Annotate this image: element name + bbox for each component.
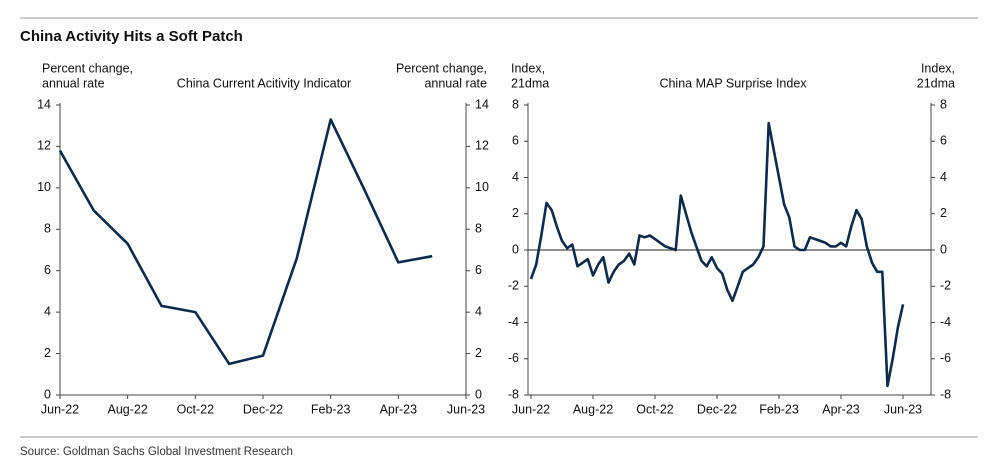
x-tick-label: Oct-22 (636, 402, 674, 416)
chart-title: China Current Acitivity Indicator (177, 76, 351, 90)
y-tick-label: 2 (44, 346, 51, 360)
x-tick-label: Jun-22 (41, 402, 79, 416)
y-tick-label: 8 (44, 222, 51, 236)
y-tick-label: 8 (512, 97, 519, 111)
y-tick-label: 4 (44, 304, 51, 318)
y2-axis-label: Index, (921, 61, 955, 75)
y-tick-label: 6 (44, 263, 51, 277)
y-tick-label: 14 (37, 97, 51, 111)
x-tick-label: Jun-23 (884, 402, 922, 416)
y2-tick-label: 12 (475, 139, 489, 153)
x-tick-label: Aug-22 (573, 402, 613, 416)
x-tick-label: Feb-23 (759, 402, 799, 416)
x-tick-label: Dec-22 (697, 402, 737, 416)
y2-tick-label: 2 (475, 346, 482, 360)
y2-axis-label: 21dma (917, 76, 955, 90)
y-tick-label: 0 (44, 387, 51, 401)
source: Source: Goldman Sachs Global Investment … (20, 446, 293, 458)
y2-tick-label: 2 (940, 206, 947, 220)
x-tick-label: Jun-23 (447, 402, 485, 416)
x-tick-label: Aug-22 (108, 402, 148, 416)
y2-tick-label: 6 (940, 134, 947, 148)
y-axis-label: Index, (511, 61, 545, 75)
y2-axis-label: annual rate (424, 76, 487, 90)
data-line (58, 118, 433, 366)
y2-tick-label: 4 (940, 170, 947, 184)
y-tick-label: 4 (512, 170, 519, 184)
x-tick-label: Apr-23 (822, 402, 860, 416)
y2-tick-label: -2 (940, 279, 951, 293)
y2-tick-label: 6 (475, 263, 482, 277)
y2-tick-label: 14 (475, 97, 489, 111)
y2-tick-label: 4 (475, 304, 482, 318)
x-tick-label: Jun-22 (512, 402, 550, 416)
y-tick-label: -8 (508, 387, 519, 401)
y2-tick-label: -4 (940, 315, 951, 329)
y2-tick-label: -8 (940, 387, 951, 401)
data-line (529, 121, 905, 388)
x-tick-label: Oct-22 (177, 402, 215, 416)
y-tick-label: -6 (508, 351, 519, 365)
y-tick-label: 0 (512, 242, 519, 256)
y-axis-label: annual rate (42, 76, 105, 90)
y-tick-label: -2 (508, 279, 519, 293)
y-tick-label: 10 (37, 180, 51, 194)
y2-tick-label: 8 (940, 97, 947, 111)
y2-tick-label: -6 (940, 351, 951, 365)
y-axis-label: 21dma (511, 76, 549, 90)
y2-tick-label: 8 (475, 222, 482, 236)
y2-axis-label: Percent change, (396, 61, 487, 75)
x-tick-label: Dec-22 (243, 402, 283, 416)
figure-title: China Activity Hits a Soft Patch (20, 28, 243, 45)
x-tick-label: Apr-23 (380, 402, 418, 416)
y2-tick-label: 0 (475, 387, 482, 401)
y-tick-label: 12 (37, 139, 51, 153)
y-tick-label: 6 (512, 134, 519, 148)
y-tick-label: -4 (508, 315, 519, 329)
y-tick-label: 2 (512, 206, 519, 220)
y2-tick-label: 10 (475, 180, 489, 194)
y2-tick-label: 0 (940, 242, 947, 256)
x-tick-label: Feb-23 (311, 402, 351, 416)
y-axis-label: Percent change, (42, 61, 133, 75)
chart-title: China MAP Surprise Index (659, 76, 807, 90)
